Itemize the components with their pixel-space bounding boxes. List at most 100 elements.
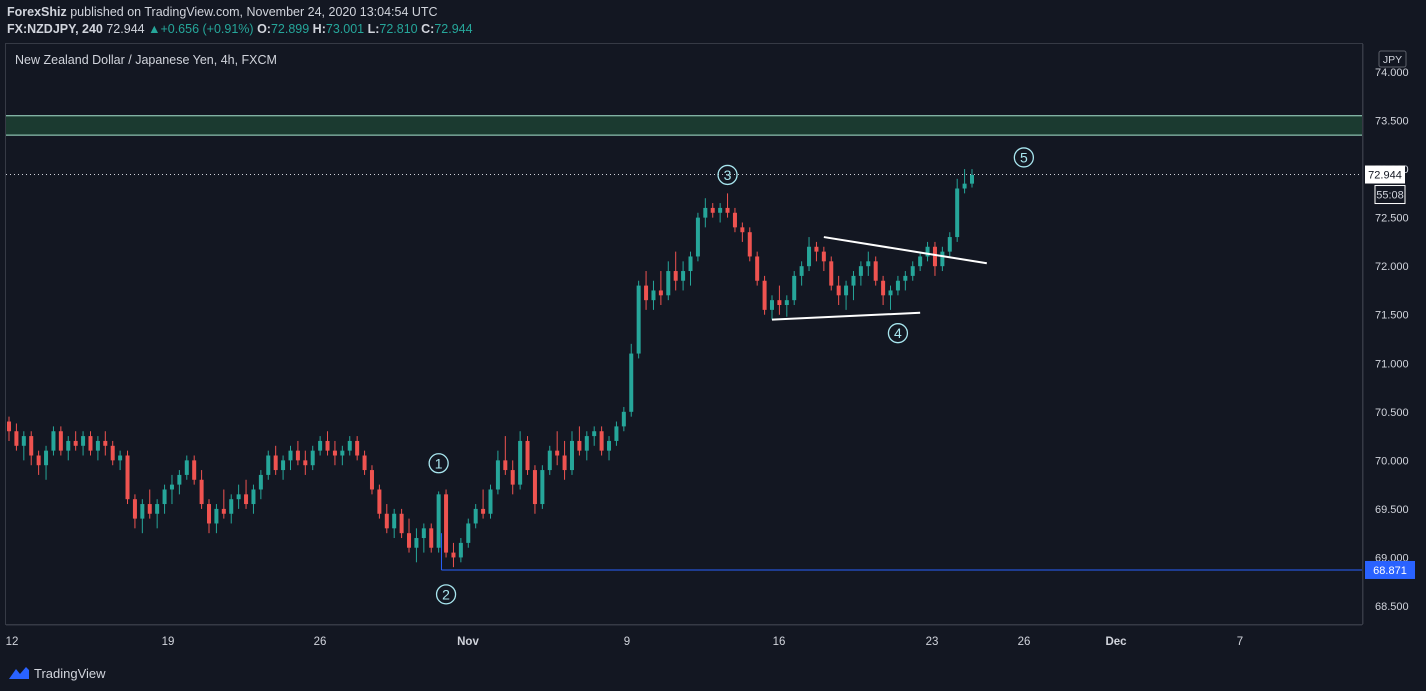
candle-up[interactable] [799, 266, 804, 276]
candle-up[interactable] [858, 266, 863, 276]
candle-up[interactable] [584, 436, 589, 451]
candle-down[interactable] [532, 470, 537, 505]
candle-down[interactable] [814, 246, 819, 252]
candle-up[interactable] [118, 455, 123, 461]
candle-down[interactable] [14, 431, 19, 446]
candle-down[interactable] [384, 513, 389, 529]
candle-up[interactable] [236, 494, 241, 500]
candle-up[interactable] [807, 246, 812, 267]
candle-up[interactable] [340, 450, 345, 456]
candle-up[interactable] [95, 440, 100, 451]
candle-up[interactable] [844, 285, 849, 296]
candle-down[interactable] [369, 470, 374, 490]
candle-up[interactable] [414, 538, 419, 548]
candle-down[interactable] [644, 285, 649, 301]
candle-up[interactable] [473, 508, 478, 524]
candle-up[interactable] [940, 251, 945, 267]
candle-up[interactable] [169, 484, 174, 490]
candle-up[interactable] [258, 474, 263, 490]
candle-down[interactable] [658, 290, 663, 296]
candle-up[interactable] [955, 188, 960, 238]
candle-up[interactable] [162, 489, 167, 505]
candle-up[interactable] [769, 300, 774, 310]
candle-down[interactable] [147, 504, 152, 514]
candle-up[interactable] [44, 450, 49, 466]
wave-label-circle[interactable] [717, 164, 738, 186]
candle-down[interactable] [429, 528, 434, 548]
wave-label-circle[interactable] [1013, 147, 1035, 168]
wave-label-circle[interactable] [887, 323, 909, 344]
candle-down[interactable] [88, 436, 93, 451]
candle-up[interactable] [214, 508, 219, 524]
candle-up[interactable] [540, 470, 545, 505]
candle-up[interactable] [895, 280, 900, 291]
wave-label-circle[interactable] [435, 584, 457, 605]
triangle-lower-trendline[interactable] [771, 311, 921, 321]
candle-up[interactable] [607, 440, 612, 451]
candle-down[interactable] [873, 261, 878, 281]
candle-down[interactable] [481, 508, 486, 514]
candle-up[interactable] [918, 256, 923, 267]
candle-up[interactable] [688, 256, 693, 272]
candle-down[interactable] [355, 440, 360, 456]
candle-down[interactable] [755, 256, 760, 281]
candle-up[interactable] [910, 266, 915, 276]
candle-up[interactable] [621, 411, 626, 427]
candle-up[interactable] [229, 499, 234, 514]
resistance-zone[interactable] [6, 115, 1362, 136]
candle-down[interactable] [762, 280, 767, 310]
candle-up[interactable] [718, 207, 723, 213]
candle-up[interactable] [51, 431, 56, 451]
candle-up[interactable] [651, 290, 656, 301]
candle-up[interactable] [866, 261, 871, 267]
candle-up[interactable] [792, 275, 797, 301]
candle-down[interactable] [399, 513, 404, 534]
candle-up[interactable] [458, 542, 463, 558]
candle-up[interactable] [251, 489, 256, 505]
candle-down[interactable] [732, 212, 737, 228]
candle-down[interactable] [503, 460, 508, 471]
candle-down[interactable] [747, 232, 752, 257]
candle-up[interactable] [925, 246, 930, 257]
tradingview-logo-icon[interactable] [8, 665, 30, 681]
candle-down[interactable] [555, 450, 560, 456]
candle-up[interactable] [140, 504, 145, 519]
candle-up[interactable] [184, 460, 189, 475]
candle-down[interactable] [577, 440, 582, 451]
candle-up[interactable] [310, 450, 315, 466]
candle-up[interactable] [784, 300, 789, 306]
candle-down[interactable] [221, 508, 226, 514]
candle-up[interactable] [495, 460, 500, 490]
candle-up[interactable] [703, 207, 708, 218]
candle-up[interactable] [421, 528, 426, 539]
candle-down[interactable] [362, 455, 367, 471]
candle-up[interactable] [281, 460, 286, 471]
candle-up[interactable] [392, 513, 397, 529]
candle-down[interactable] [192, 460, 197, 480]
candle-down[interactable] [199, 479, 204, 505]
candle-down[interactable] [103, 440, 108, 446]
candle-down[interactable] [207, 504, 212, 524]
candle-down[interactable] [444, 494, 449, 553]
candle-down[interactable] [244, 494, 249, 505]
candle-down[interactable] [377, 489, 382, 514]
candle-down[interactable] [325, 440, 330, 451]
chart-canvas[interactable]: 1234574.00073.50073.00072.50072.00071.50… [0, 0, 1426, 658]
candle-up[interactable] [947, 237, 952, 252]
candle-down[interactable] [125, 455, 130, 500]
candle-up[interactable] [177, 474, 182, 485]
candle-down[interactable] [836, 285, 841, 296]
candle-up[interactable] [21, 436, 26, 446]
candle-up[interactable] [347, 440, 352, 451]
candle-up[interactable] [592, 431, 597, 437]
candle-down[interactable] [58, 431, 63, 451]
candle-down[interactable] [132, 499, 137, 519]
candle-down[interactable] [36, 455, 41, 466]
candle-down[interactable] [525, 440, 530, 471]
candle-down[interactable] [599, 431, 604, 451]
candle-down[interactable] [273, 455, 278, 471]
candle-up[interactable] [466, 523, 471, 543]
candle-down[interactable] [7, 421, 11, 432]
candle-up[interactable] [155, 504, 160, 514]
wave-label-circle[interactable] [428, 453, 449, 474]
